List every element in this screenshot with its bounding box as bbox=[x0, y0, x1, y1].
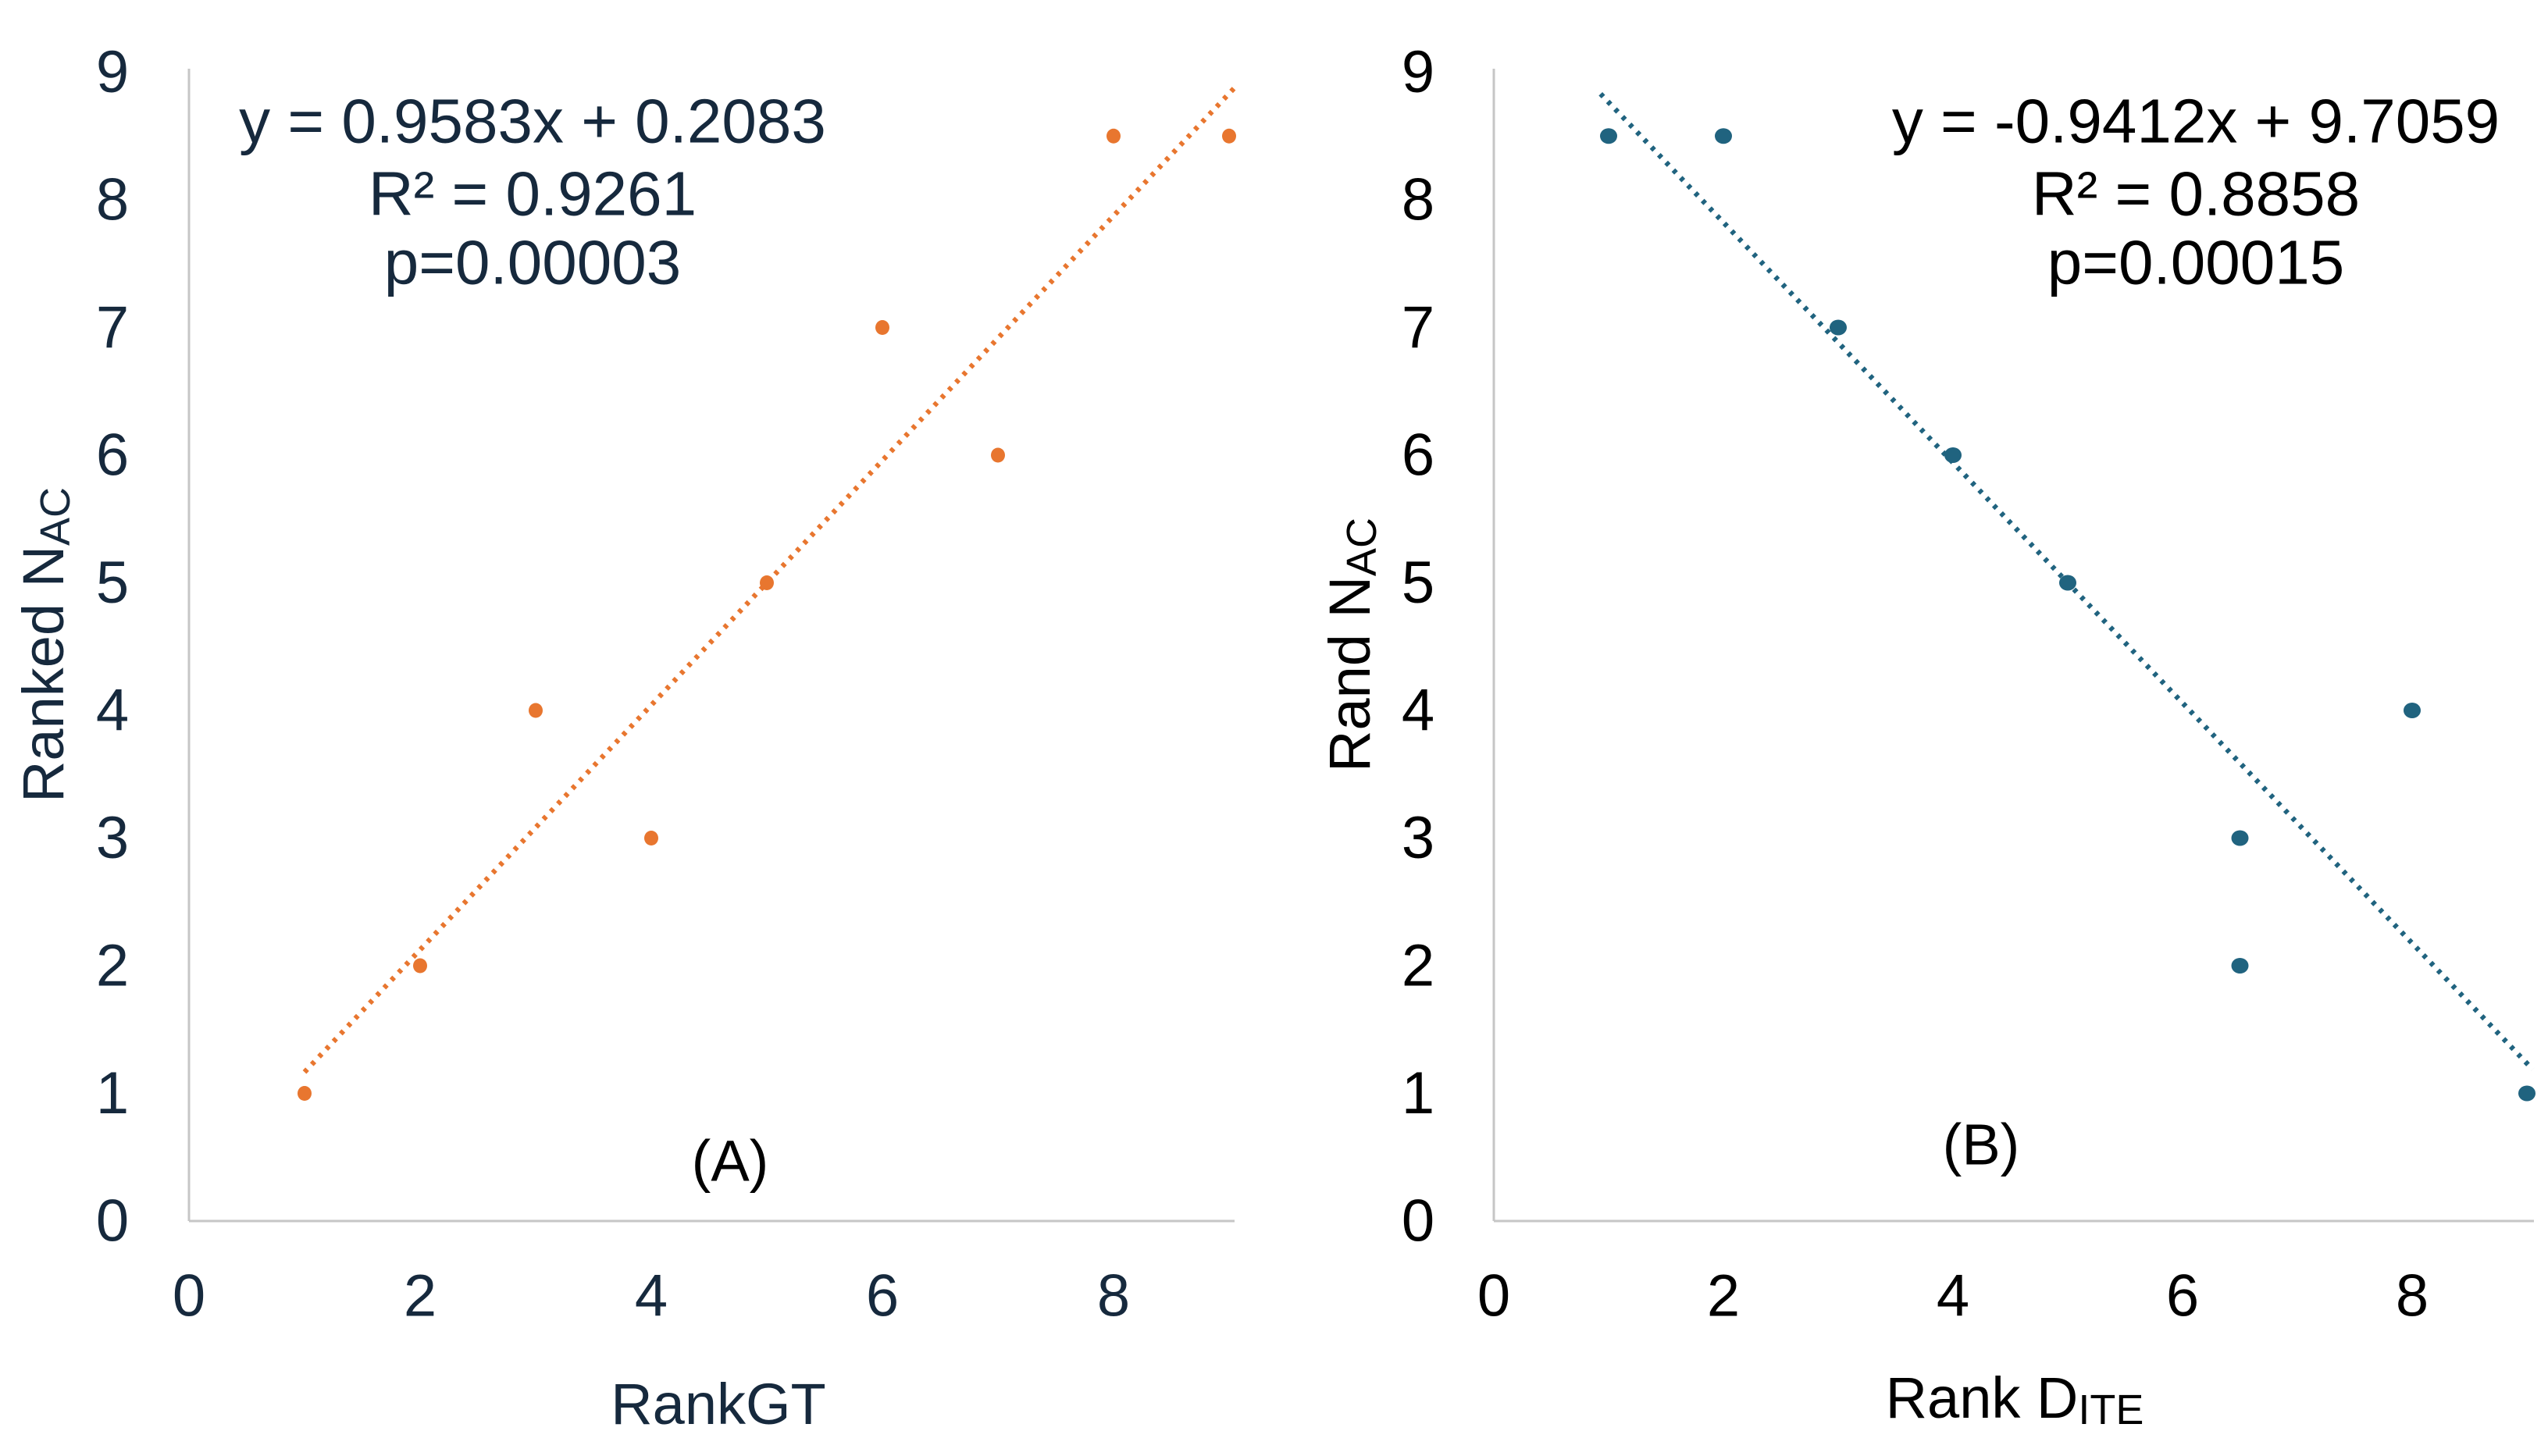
x-tick-label: 4 bbox=[635, 1263, 668, 1330]
data-point bbox=[2231, 958, 2249, 974]
x-tick-label: 4 bbox=[1937, 1263, 1969, 1330]
panel-b-ticks: 0 2 4 6 8 0 1 2 3 4 5 6 7 8 9 bbox=[1402, 39, 2429, 1330]
y-tick-label: 2 bbox=[1402, 933, 1434, 999]
x-tick-label: 8 bbox=[2396, 1263, 2429, 1330]
data-point bbox=[1600, 128, 1617, 144]
y-tick-label: 7 bbox=[1402, 294, 1434, 361]
data-point bbox=[875, 320, 889, 335]
y-tick-label: 9 bbox=[1402, 39, 1434, 105]
panel-b-y-axis-title: Rand NAC bbox=[1317, 518, 1386, 772]
data-point bbox=[1715, 128, 1732, 144]
data-point bbox=[529, 703, 543, 718]
panel-a-x-axis-title: RankGT bbox=[611, 1372, 826, 1436]
panel-a-label: (A) bbox=[692, 1129, 769, 1194]
y-tick-label: 0 bbox=[1402, 1188, 1434, 1255]
data-point bbox=[1830, 319, 1847, 336]
panel-b-pvalue-line: p=0.00015 bbox=[2047, 228, 2344, 297]
y-tick-label: 8 bbox=[1402, 167, 1434, 233]
data-point bbox=[760, 575, 774, 590]
data-point bbox=[413, 958, 427, 974]
panel-a-ticks: 0 2 4 6 8 0 1 2 3 4 5 6 7 8 9 bbox=[96, 39, 1130, 1330]
y-tick-label: 6 bbox=[96, 422, 129, 489]
panel-a: 0 2 4 6 8 0 1 2 3 4 5 6 7 8 9 y = 0.9583x + 0.2083 R² … bbox=[11, 39, 1237, 1436]
data-point bbox=[644, 831, 658, 845]
panel-b: 0 2 4 6 8 0 1 2 3 4 5 6 7 8 9 y = -0.9412x + 9.7059 R²… bbox=[1317, 39, 2536, 1433]
y-tick-label: 3 bbox=[96, 805, 129, 871]
data-point bbox=[1222, 128, 1236, 144]
data-point bbox=[2518, 1085, 2536, 1102]
y-tick-label: 1 bbox=[96, 1060, 129, 1127]
data-point bbox=[991, 447, 1005, 463]
panel-b-label: (B) bbox=[1943, 1112, 2020, 1177]
y-tick-label: 5 bbox=[1402, 550, 1434, 616]
y-tick-label: 7 bbox=[96, 294, 129, 361]
panel-b-x-axis-title: Rank DITE bbox=[1886, 1365, 2144, 1434]
panel-a-y-axis-title: Ranked NAC bbox=[11, 487, 80, 803]
panel-b-equation-line: y = -0.9412x + 9.7059 bbox=[1892, 87, 2500, 156]
y-tick-label: 8 bbox=[96, 167, 129, 233]
panel-a-points bbox=[298, 128, 1236, 1101]
y-tick-label: 4 bbox=[1402, 678, 1434, 744]
panel-a-r2-line: R² = 0.9261 bbox=[369, 159, 697, 229]
data-point bbox=[2404, 703, 2421, 718]
y-tick-label: 9 bbox=[96, 39, 129, 105]
data-point bbox=[1944, 447, 1962, 463]
data-point bbox=[2059, 575, 2076, 591]
panel-b-points bbox=[1600, 128, 2536, 1102]
x-tick-label: 8 bbox=[1097, 1263, 1130, 1330]
y-tick-label: 3 bbox=[1402, 805, 1434, 871]
y-tick-label: 5 bbox=[96, 550, 129, 616]
y-tick-label: 6 bbox=[1402, 422, 1434, 489]
panel-b-axes bbox=[1492, 69, 2534, 1223]
y-tick-label: 4 bbox=[96, 678, 129, 744]
x-tick-label: 6 bbox=[2166, 1263, 2199, 1330]
data-point bbox=[1107, 128, 1121, 144]
panel-b-r2-line: R² = 0.8858 bbox=[2032, 159, 2360, 229]
x-tick-label: 0 bbox=[1477, 1263, 1510, 1330]
data-point bbox=[298, 1086, 312, 1101]
x-tick-label: 0 bbox=[173, 1263, 205, 1330]
x-tick-label: 2 bbox=[404, 1263, 437, 1330]
y-tick-label: 0 bbox=[96, 1188, 129, 1255]
y-tick-label: 1 bbox=[1402, 1060, 1434, 1127]
y-tick-label: 2 bbox=[96, 933, 129, 999]
data-point bbox=[2231, 830, 2249, 846]
x-tick-label: 2 bbox=[1707, 1263, 1740, 1330]
panel-a-axes bbox=[187, 69, 1235, 1223]
x-tick-label: 6 bbox=[866, 1263, 899, 1330]
panel-a-pvalue-line: p=0.00003 bbox=[384, 228, 681, 297]
panel-a-equation-line: y = 0.9583x + 0.2083 bbox=[239, 87, 826, 156]
